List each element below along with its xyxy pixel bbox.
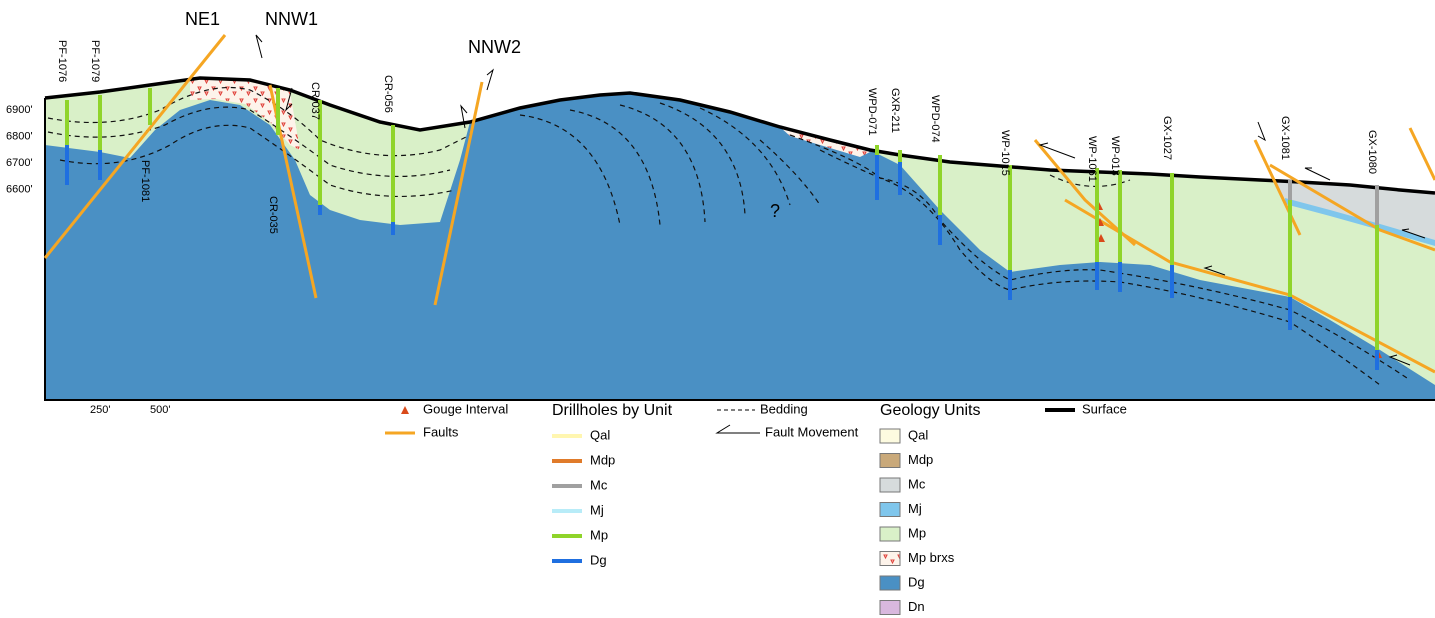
legend-label: Faults — [423, 424, 459, 439]
legend-label: Qal — [908, 427, 928, 442]
drillhole-label: CR-037 — [309, 82, 321, 120]
legend-label: Mp — [590, 527, 608, 542]
unknown-label: ? — [770, 201, 780, 221]
legend-label: Fault Movement — [765, 424, 859, 439]
drillhole-label: GX-1081 — [1279, 116, 1291, 160]
legend-swatch — [880, 601, 900, 615]
drillhole-label: WP-013 — [1109, 136, 1121, 176]
legend-label: Surface — [1082, 401, 1127, 416]
legend-label: Mj — [590, 502, 604, 517]
legend-title: Geology Units — [880, 402, 981, 419]
legend-swatch — [880, 503, 900, 517]
drillhole-label: WPD-074 — [929, 95, 941, 143]
drillhole-label: WP-1015 — [999, 130, 1011, 176]
drillhole-label: GX-1027 — [1161, 116, 1173, 160]
legend-swatch — [880, 429, 900, 443]
elevation-label: 6700' — [6, 157, 33, 169]
legend-label: Dg — [908, 574, 925, 589]
legend-label: Mj — [908, 501, 922, 516]
legend-label: Gouge Interval — [423, 401, 508, 416]
cross-section: NE1 NNW1 NNW2 6900' 6800' 6700' 6600' 250' 500'?… — [0, 0, 1435, 618]
drillhole-label: WPD-071 — [866, 88, 878, 136]
drillhole-label: CR-035 — [267, 196, 279, 234]
legend-swatch — [880, 527, 900, 541]
legend-swatch — [880, 454, 900, 468]
legend-label: Mdp — [590, 452, 615, 467]
legend-label: Mc — [590, 477, 608, 492]
fault-label: NNW1 — [265, 9, 318, 29]
fault-label: NE1 — [185, 9, 220, 29]
drillhole-label: CR-056 — [382, 75, 394, 113]
drillhole-label: PF-1081 — [139, 160, 151, 202]
legend-label: Mc — [908, 476, 926, 491]
elevation-label: 6800' — [6, 130, 33, 142]
drillhole-label: PF-1079 — [89, 40, 101, 82]
scale-label: 500' — [150, 404, 170, 416]
drillhole-label: GX-1080 — [1366, 130, 1378, 174]
legend-label: Dg — [590, 552, 607, 567]
drillhole-label: GXR-211 — [889, 88, 901, 133]
legend-label: Mdp — [908, 452, 933, 467]
drillhole-label: PF-1076 — [56, 40, 68, 82]
legend: Gouge Interval Faults Bedding Fault Movemen… — [423, 401, 1127, 614]
legend-label: Dn — [908, 599, 925, 614]
legend-swatch — [880, 552, 900, 566]
legend-label: Mp — [908, 525, 926, 540]
scale-label: 250' — [90, 404, 110, 416]
legend-label: Qal — [590, 427, 610, 442]
legend-label: Mp brxs — [908, 550, 955, 565]
legend-title: Drillholes by Unit — [552, 402, 673, 419]
legend-label: Bedding — [760, 401, 808, 416]
elevation-label: 6900' — [6, 104, 33, 116]
fault-label: NNW2 — [468, 37, 521, 57]
elevation-label: 6600' — [6, 183, 33, 195]
drillhole-label: WP-1061 — [1086, 136, 1098, 182]
legend-swatch — [880, 576, 900, 590]
legend-swatch — [880, 478, 900, 492]
